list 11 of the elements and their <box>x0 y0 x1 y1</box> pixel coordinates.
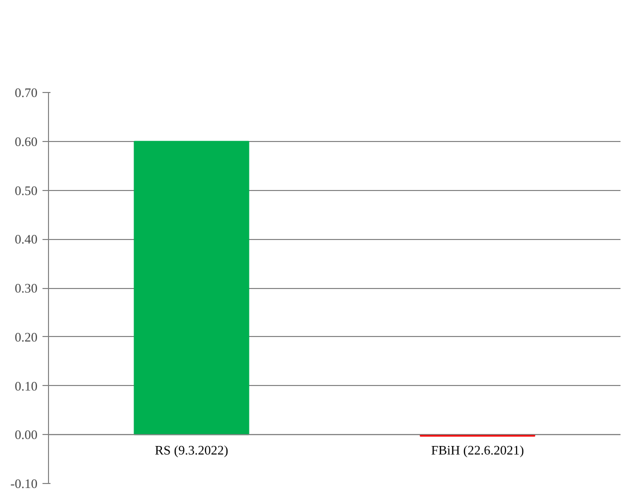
x-tick-label: RS (9.3.2022) <box>154 442 228 458</box>
y-tick-label: 0.10 <box>14 378 38 394</box>
y-tick-label: 0.60 <box>14 134 38 149</box>
y-tick-label: 0.50 <box>14 182 38 198</box>
y-tick-label: 0.20 <box>14 329 38 344</box>
y-tick-label: -0.10 <box>10 476 38 491</box>
y-tick-label: 0.40 <box>14 232 38 247</box>
y-tick-label: 0.70 <box>14 85 38 100</box>
y-tick-label: 0.30 <box>14 280 38 296</box>
y-tick-label: 0.00 <box>14 427 38 442</box>
x-tick-label: FBiH (22.6.2021) <box>431 442 524 458</box>
